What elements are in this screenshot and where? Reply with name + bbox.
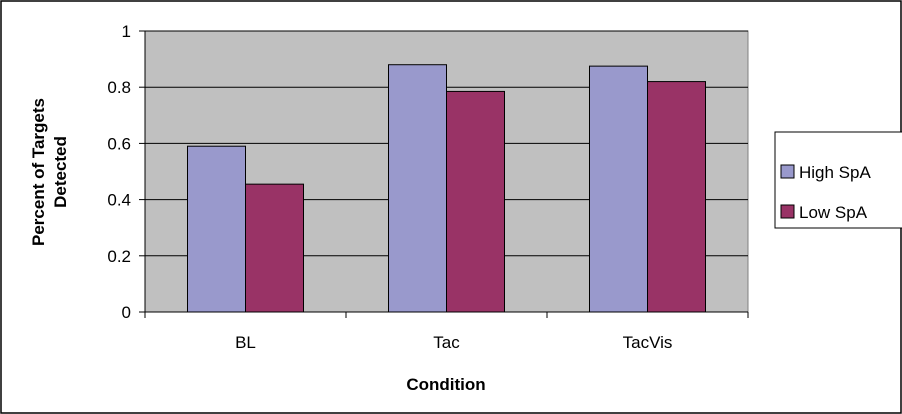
y-tick-label: 0.6 (107, 134, 131, 153)
bar-high-spa-tac (388, 64, 447, 313)
bar-low-spa-bl (245, 183, 304, 313)
y-axis-title-line-2: Detected (51, 136, 70, 208)
y-tick-label: 0.8 (107, 78, 131, 97)
y-tick-label: 0.2 (107, 247, 131, 266)
bar-low-spa-tacvis (647, 81, 706, 313)
legend-label: Low SpA (799, 203, 868, 222)
legend-label: High SpA (799, 163, 871, 182)
x-tick-label: TacVis (623, 333, 673, 352)
y-ticks: 0 0.2 0.4 0.6 0.8 1 (107, 22, 145, 322)
bar-high-spa-bl (187, 145, 246, 313)
axes (144, 31, 748, 313)
bar-high-spa-tacvis (589, 65, 648, 313)
bar-low-spa-tac (446, 90, 505, 313)
x-tick-label: BL (235, 333, 256, 352)
bars (187, 64, 706, 313)
y-axis-title-line-1: Percent of Targets (29, 98, 48, 246)
legend: High SpA Low SpA (774, 131, 902, 229)
legend-swatch (780, 204, 795, 219)
x-axis-title: Condition (406, 375, 485, 394)
x-ticks: BL Tac TacVis (144, 312, 749, 352)
legend-swatch (780, 164, 795, 179)
y-tick-label: 0 (122, 303, 131, 322)
x-tick-label: Tac (433, 333, 460, 352)
y-tick-label: 1 (122, 22, 131, 41)
legend-box (774, 131, 902, 229)
y-tick-label: 0.4 (107, 191, 131, 210)
y-axis-title: Percent of Targets Detected (29, 98, 70, 246)
